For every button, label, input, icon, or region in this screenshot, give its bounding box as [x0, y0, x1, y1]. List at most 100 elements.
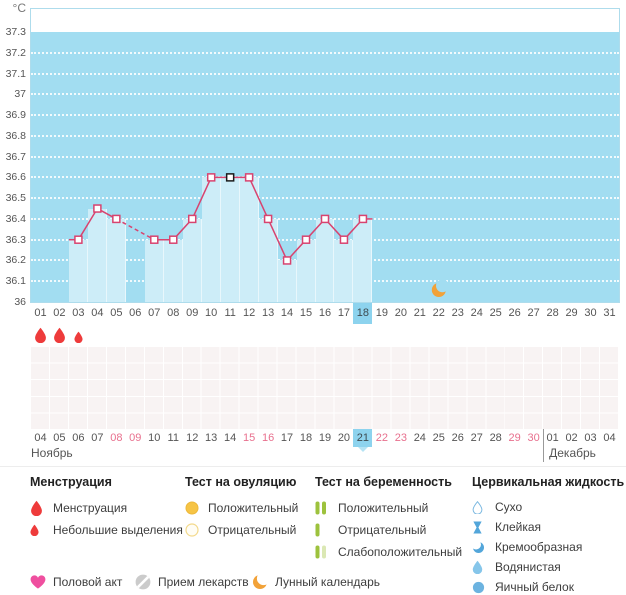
cycle-day-label[interactable]: 05 — [110, 307, 123, 319]
cycle-day-label[interactable]: 15 — [299, 307, 313, 319]
cycle-day-label[interactable]: 28 — [546, 307, 559, 319]
day-column-bar[interactable] — [182, 218, 202, 302]
y-axis-tick-label: 36.3 — [5, 233, 26, 246]
calendar-date-label[interactable]: 07 — [91, 432, 104, 444]
calendar-date-label[interactable]: 28 — [489, 432, 502, 444]
calendar-date-label[interactable]: 02 — [565, 432, 578, 444]
calendar-date-label[interactable]: 25 — [432, 432, 445, 444]
temperature-point-marker[interactable] — [301, 235, 311, 244]
calendar-date-label[interactable]: 08 — [110, 432, 123, 444]
cycle-day-label[interactable]: 20 — [394, 307, 407, 319]
cycle-day-label[interactable]: 06 — [129, 307, 142, 319]
cycle-day-label[interactable]: 22 — [432, 307, 445, 319]
cycle-day-label[interactable]: 08 — [167, 307, 180, 319]
cycle-day-label[interactable]: 24 — [470, 307, 483, 319]
temperature-point-marker[interactable] — [169, 235, 178, 244]
cycle-day-label[interactable]: 01 — [34, 307, 47, 319]
day-column-bar[interactable] — [68, 239, 88, 302]
calendar-date-label[interactable]: 17 — [280, 432, 294, 444]
temperature-point-marker[interactable] — [150, 235, 159, 244]
calendar-date-label[interactable]: 29 — [508, 432, 521, 444]
calendar-date-label[interactable]: 24 — [413, 432, 426, 444]
cycle-day-label[interactable]: 13 — [261, 307, 275, 319]
calendar-date-label[interactable]: 15 — [242, 432, 256, 444]
cycle-day-label[interactable]: 27 — [527, 307, 540, 319]
calendar-date-label[interactable]: 04 — [603, 432, 616, 444]
calendar-date-label[interactable]: 03 — [584, 432, 597, 444]
cycle-day-label[interactable]: 03 — [72, 307, 85, 319]
day-column-bar[interactable] — [144, 239, 164, 302]
temperature-point-marker[interactable] — [187, 214, 197, 224]
temperature-point-marker[interactable] — [339, 235, 349, 244]
cycle-day-label[interactable]: 25 — [489, 307, 502, 319]
menstruation-drop-icon[interactable] — [74, 330, 83, 348]
cycle-day-label[interactable]: 23 — [451, 307, 464, 319]
cycle-day-label[interactable]: 29 — [565, 307, 578, 319]
calendar-date-label[interactable]: 11 — [167, 432, 179, 444]
temperature-point-marker[interactable] — [263, 214, 273, 224]
temperature-point-marker[interactable] — [74, 235, 83, 244]
calendar-date-label[interactable]: 19 — [318, 432, 332, 444]
calendar-date-label[interactable]: 23 — [394, 432, 407, 444]
calendar-date-label[interactable]: 18 — [299, 432, 313, 444]
calendar-date-label[interactable]: 30 — [527, 432, 540, 444]
cycle-day-label[interactable]: 16 — [318, 307, 332, 319]
calendar-date-label[interactable]: 01 — [546, 432, 559, 444]
cycle-day-label[interactable]: 11 — [224, 307, 236, 319]
temperature-point-marker[interactable] — [206, 173, 216, 182]
cycle-day-label[interactable]: 17 — [337, 307, 351, 319]
calendar-date-label[interactable]: 05 — [53, 432, 66, 444]
calendar-date-label[interactable]: 16 — [261, 432, 275, 444]
day-column-bar[interactable] — [201, 177, 221, 302]
day-column-bar[interactable] — [258, 218, 278, 302]
moon-icon — [252, 574, 268, 590]
temperature-point-marker[interactable] — [320, 214, 330, 224]
cycle-day-label[interactable]: 19 — [375, 307, 388, 319]
day-column-bar[interactable] — [296, 239, 316, 302]
cycle-day-label[interactable]: 02 — [53, 307, 66, 319]
cycle-day-label[interactable]: 31 — [603, 307, 616, 319]
temperature-point-marker[interactable] — [282, 256, 292, 265]
cycle-day-label[interactable]: 18 — [353, 303, 373, 324]
calendar-date-label[interactable]: 14 — [224, 432, 237, 444]
calendar-date-label[interactable]: 27 — [470, 432, 483, 444]
cycle-day-label[interactable]: 21 — [413, 307, 426, 319]
day-column-bar[interactable] — [239, 177, 259, 302]
temperature-point-marker[interactable] — [112, 214, 121, 224]
cycle-day-label[interactable]: 04 — [91, 307, 104, 319]
temperature-point-marker-selected[interactable] — [225, 173, 235, 182]
day-column-bar[interactable] — [220, 177, 240, 302]
calendar-date-label[interactable]: 06 — [72, 432, 85, 444]
calendar-date-label[interactable]: 22 — [375, 432, 388, 444]
cycle-day-label[interactable]: 07 — [148, 307, 161, 319]
calendar-date-label[interactable]: 20 — [337, 432, 351, 444]
temperature-point-marker[interactable] — [93, 204, 102, 213]
cycle-day-label[interactable]: 26 — [508, 307, 521, 319]
temperature-point-marker[interactable] — [358, 214, 368, 224]
menstruation-drop-icon[interactable] — [34, 327, 47, 348]
temperature-point-marker[interactable] — [244, 173, 254, 182]
calendar-date-label[interactable]: 04 — [34, 432, 47, 444]
calendar-date-label[interactable]: 12 — [186, 432, 199, 444]
calendar-date-label[interactable]: 13 — [205, 432, 218, 444]
day-column-bar[interactable] — [353, 218, 373, 302]
day-column-bar[interactable] — [106, 218, 126, 302]
cycle-day-label[interactable]: 30 — [584, 307, 597, 319]
menstruation-drop-icon[interactable] — [53, 327, 66, 348]
day-column-bar[interactable] — [277, 260, 297, 302]
cycle-day-label[interactable]: 10 — [205, 307, 218, 319]
day-column-bar[interactable] — [315, 218, 335, 302]
menstruation-row[interactable] — [31, 325, 619, 347]
calendar-date-label[interactable]: 09 — [129, 432, 142, 444]
cycle-day-label[interactable]: 12 — [242, 307, 256, 319]
calendar-date-label[interactable]: 10 — [148, 432, 161, 444]
calendar-date-label[interactable]: 26 — [451, 432, 464, 444]
temperature-chart[interactable] — [30, 8, 620, 303]
day-column-bar[interactable] — [163, 239, 183, 302]
symptom-grid[interactable] — [31, 347, 619, 430]
day-column-bar[interactable] — [334, 239, 354, 302]
cycle-day-label[interactable]: 14 — [280, 307, 294, 319]
day-column-bar[interactable] — [87, 208, 107, 302]
cycle-day-label[interactable]: 09 — [186, 307, 199, 319]
calendar-date-label[interactable]: 21 — [353, 429, 373, 447]
